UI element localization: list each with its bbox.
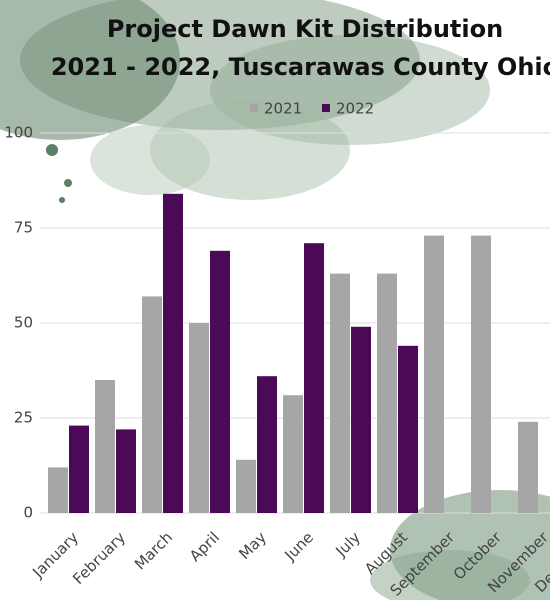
legend-swatch <box>322 104 330 112</box>
bar <box>283 395 303 513</box>
y-tick-label: 100 <box>4 124 33 142</box>
x-tick-label: June <box>280 528 317 565</box>
chart-subtitle: 2021 - 2022, Tuscarawas County Ohio <box>51 53 550 81</box>
chart-title: Project Dawn Kit Distribution <box>107 15 503 43</box>
x-tick-label: July <box>331 528 364 561</box>
x-tick-label: February <box>69 528 129 588</box>
bar <box>189 323 209 513</box>
bar <box>351 326 371 513</box>
bar <box>304 243 324 513</box>
bar <box>377 273 397 513</box>
bar <box>210 250 230 514</box>
bar <box>471 235 491 513</box>
bar <box>257 376 277 513</box>
bar <box>163 193 183 514</box>
bar <box>69 425 89 513</box>
bar <box>518 421 538 513</box>
y-tick-label: 0 <box>23 504 33 522</box>
bar <box>398 345 418 513</box>
legend-label: 2022 <box>336 100 374 118</box>
bar <box>95 380 115 513</box>
bar <box>330 273 350 513</box>
bar <box>424 235 444 513</box>
x-tick-label: April <box>186 528 223 565</box>
legend-label: 2021 <box>264 100 302 118</box>
bar <box>116 429 136 513</box>
legend-swatch <box>250 104 258 112</box>
y-tick-label: 75 <box>14 219 33 237</box>
bar <box>236 459 256 513</box>
y-tick-label: 25 <box>14 409 33 427</box>
bar <box>142 296 162 513</box>
bar <box>48 467 68 513</box>
y-tick-label: 50 <box>14 314 33 332</box>
x-tick-label: March <box>131 528 176 573</box>
x-tick-label: May <box>235 528 270 563</box>
